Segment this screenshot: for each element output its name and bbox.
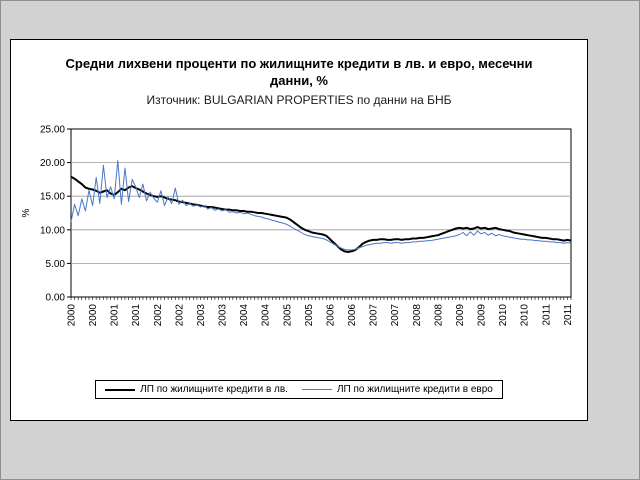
x-tick-label: 2006: [347, 303, 358, 326]
legend-item-bgn: ЛП по жилищните кредити в лв.: [105, 384, 288, 395]
y-axis-title: %: [21, 208, 32, 217]
x-tick-label: 2004: [261, 303, 272, 326]
legend: ЛП по жилищните кредити в лв. ЛП по жили…: [95, 380, 503, 400]
x-tick-label: 2003: [218, 303, 229, 326]
x-tick-label: 2000: [67, 303, 78, 326]
y-tick-label: 25.00: [40, 124, 65, 135]
x-tick-label: 2009: [455, 303, 466, 326]
series-line-bgn: [70, 175, 572, 253]
x-tick-label: 2007: [390, 303, 401, 326]
x-tick-label: 2008: [412, 303, 423, 326]
x-tick-label: 2010: [520, 303, 531, 326]
x-tick-label: 2005: [304, 303, 315, 326]
y-tick-label: 20.00: [40, 158, 65, 169]
bgn-line-sample-icon: [105, 388, 136, 391]
x-tick-label: 2002: [174, 303, 185, 326]
chart-subtitle: Източник: BULGARIAN PROPERTIES по данни …: [146, 92, 452, 107]
y-tick-label: 5.00: [46, 259, 66, 270]
x-tick-label: 2004: [239, 303, 250, 326]
x-tick-label: 2006: [325, 303, 336, 326]
x-tick-label: 2001: [110, 303, 121, 326]
x-tick-label: 2007: [369, 303, 380, 326]
legend-label-bgn: ЛП по жилищните кредити в лв.: [140, 384, 288, 396]
x-tick-label: 2010: [498, 303, 509, 326]
x-tick-label: 2011: [563, 303, 574, 325]
x-tick-label: 2002: [153, 303, 164, 326]
x-tick-label: 2011: [541, 303, 552, 325]
y-tick-label: 0.00: [46, 292, 66, 303]
eur-line-sample-icon: [301, 389, 332, 391]
x-tick-label: 2000: [88, 303, 99, 326]
legend-label-eur: ЛП по жилищните кредити в евро: [336, 384, 493, 396]
plot-frame: [70, 128, 572, 298]
x-tick-label: 2005: [282, 303, 293, 326]
legend-item-eur: ЛП по жилищните кредити в евро: [301, 384, 493, 396]
y-tick-label: 15.00: [40, 191, 65, 202]
x-tick-label: 2003: [196, 303, 207, 326]
y-tick-label: 10.00: [40, 225, 65, 236]
chart-title: Средни лихвени проценти по жилищните кре…: [65, 56, 533, 88]
chart-panel: Средни лихвени проценти по жилищните кре…: [10, 39, 588, 421]
x-tick-label: 2008: [433, 303, 444, 326]
plot-area: 0.00 5.00 10.00 15.00 20.00 25.00% 2000 2000 200…: [21, 124, 574, 326]
x-tick-label: 2009: [477, 303, 488, 326]
series-line-eur: [70, 159, 572, 251]
x-tick-label: 2001: [131, 303, 142, 326]
